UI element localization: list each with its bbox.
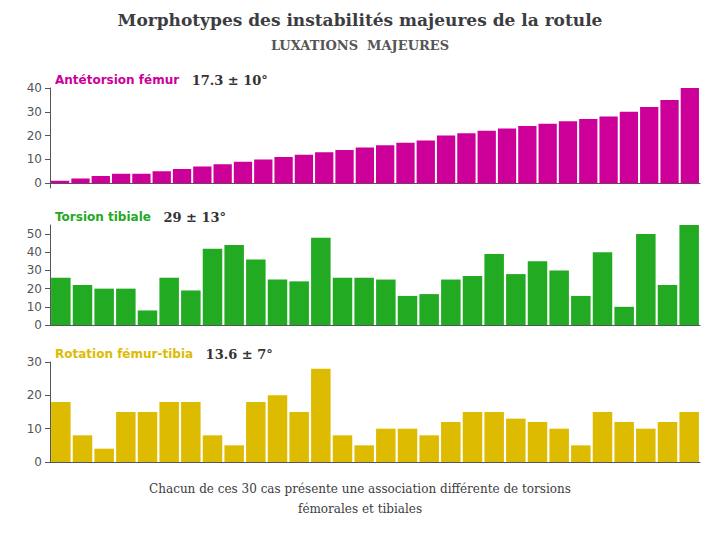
svg-text:20: 20 — [27, 129, 42, 143]
svg-text:30: 30 — [27, 355, 42, 369]
svg-text:10: 10 — [27, 300, 42, 314]
svg-text:29 ± 13°: 29 ± 13° — [163, 210, 226, 225]
svg-text:0: 0 — [34, 455, 42, 469]
svg-text:fémorales et tibiales: fémorales et tibiales — [298, 502, 422, 516]
svg-text:Chacun de ces 30 cas présente: Chacun de ces 30 cas présente une associ… — [149, 482, 571, 496]
svg-text:Morphotypes des instabilités m: Morphotypes des instabilités majeures de… — [118, 10, 603, 30]
svg-text:Antétorsion fémur: Antétorsion fémur — [55, 73, 179, 87]
svg-text:20: 20 — [27, 282, 42, 296]
svg-text:Torsion tibiale: Torsion tibiale — [55, 210, 151, 224]
svg-text:0: 0 — [34, 176, 42, 190]
svg-text:LUXATIONS MAJEURES: LUXATIONS MAJEURES — [271, 38, 449, 53]
svg-text:10: 10 — [27, 152, 42, 166]
svg-text:13.6 ± 7°: 13.6 ± 7° — [206, 347, 273, 362]
svg-text:40: 40 — [27, 81, 42, 95]
svg-text:40: 40 — [27, 245, 42, 259]
svg-text:50: 50 — [27, 227, 42, 241]
svg-text:Rotation fémur-tibia: Rotation fémur-tibia — [55, 347, 193, 361]
svg-text:17.3 ± 10°: 17.3 ± 10° — [192, 73, 268, 88]
svg-text:30: 30 — [27, 105, 42, 119]
svg-text:30: 30 — [27, 263, 42, 277]
svg-text:20: 20 — [27, 388, 42, 402]
svg-text:10: 10 — [27, 422, 42, 436]
svg-text:0: 0 — [34, 318, 42, 332]
